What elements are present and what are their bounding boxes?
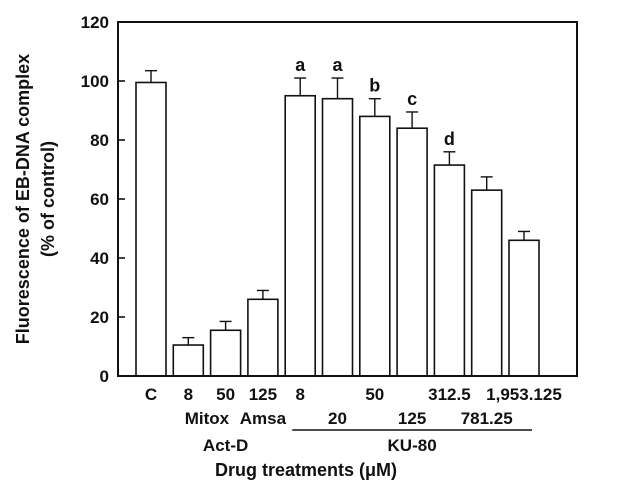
significance-labels: a a b c d — [295, 55, 455, 149]
significance-label: d — [444, 129, 455, 149]
y-tick-label: 120 — [81, 13, 109, 32]
group-label: Act-D — [203, 436, 248, 455]
significance-label: c — [407, 89, 417, 109]
bar-10 — [508, 239, 540, 377]
y-tick-label: 60 — [90, 190, 109, 209]
bar-6 — [358, 115, 391, 377]
bar-5 — [321, 97, 354, 377]
x-tick-label-row2: 125 — [398, 409, 426, 428]
group-labels: Act-D KU-80 — [203, 429, 532, 455]
bar-4 — [284, 94, 317, 377]
bar-1 — [172, 344, 205, 377]
bar-3 — [247, 298, 279, 377]
x-tick-label: 8 — [184, 385, 193, 404]
x-tick-label: C — [145, 385, 157, 404]
x-tick-label: 50 — [216, 385, 235, 404]
group-label: KU-80 — [388, 436, 437, 455]
y-tick-label: 20 — [90, 308, 109, 327]
x-tick-label: 50 — [365, 385, 384, 404]
y-tick-label: 80 — [90, 131, 109, 150]
y-axis-title-line2: (% of control) — [38, 141, 58, 257]
significance-label: b — [369, 76, 380, 96]
y-axis-ticks: 0 20 40 60 80 100 120 — [81, 13, 125, 386]
bars — [135, 81, 540, 377]
y-axis-title-line1: Fluorescence of EB-DNA complex — [13, 54, 33, 344]
x-tick-label: 1,953.125 — [486, 385, 562, 404]
y-tick-label: 40 — [90, 249, 109, 268]
bar-8 — [433, 164, 466, 377]
bar-2 — [209, 329, 242, 377]
plot-area-frame — [117, 21, 578, 377]
x-tick-label-row2: Mitox — [185, 409, 230, 428]
bar-0 — [135, 81, 167, 377]
y-tick-label: 0 — [100, 367, 109, 386]
bar-7 — [396, 127, 428, 377]
x-tick-labels-row1: C 8 50 125 8 50 312.5 1,953.125 — [145, 385, 562, 404]
x-tick-label-row2: 20 — [328, 409, 347, 428]
x-axis-title: Drug treatments (μM) — [215, 460, 397, 480]
error-bars — [145, 69, 530, 346]
x-tick-label: 8 — [295, 385, 304, 404]
x-tick-labels-row2: Mitox Amsa 20 125 781.25 — [185, 409, 513, 428]
y-tick-label: 100 — [81, 72, 109, 91]
x-tick-label-row2: 781.25 — [461, 409, 513, 428]
x-tick-label: 125 — [249, 385, 277, 404]
x-tick-label-row2: Amsa — [240, 409, 287, 428]
x-tick-label: 312.5 — [428, 385, 471, 404]
bar-9 — [470, 189, 503, 377]
significance-label: a — [295, 55, 306, 75]
significance-label: a — [332, 55, 343, 75]
